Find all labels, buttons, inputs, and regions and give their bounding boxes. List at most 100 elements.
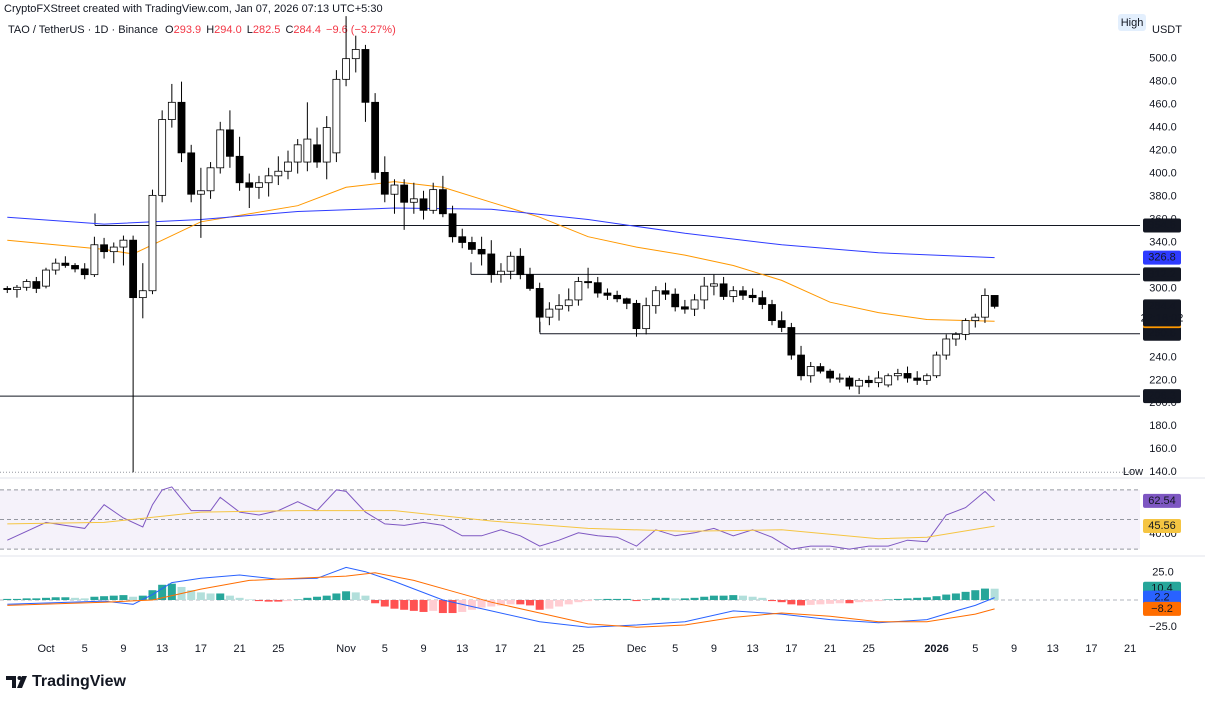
- candle-body: [971, 316, 980, 322]
- histogram-bar: [332, 593, 341, 600]
- y-tick-label: 480.0: [1149, 76, 1177, 88]
- candle-body: [651, 290, 660, 307]
- histogram-bar: [264, 600, 273, 602]
- y-tick-label: 240.0: [1149, 351, 1177, 363]
- rsi-line: [7, 486, 995, 550]
- x-tick-label: 9: [1011, 643, 1017, 655]
- histogram-bar: [651, 597, 660, 600]
- low-label: Low: [1123, 466, 1143, 478]
- candle-body: [138, 290, 147, 299]
- histogram-bar: [516, 600, 525, 605]
- histogram-bar: [787, 600, 796, 605]
- candle-body: [535, 288, 544, 318]
- histogram-bar: [342, 591, 351, 600]
- candle-body: [961, 320, 970, 335]
- candle-body: [438, 189, 447, 215]
- candle-body: [777, 320, 786, 328]
- x-tick-label: Dec: [627, 643, 647, 655]
- candle-body: [216, 129, 225, 169]
- candle-body: [719, 283, 728, 297]
- candle-body: [545, 308, 554, 318]
- histogram-bar: [361, 595, 370, 600]
- candle-body: [177, 101, 186, 154]
- candle-body: [913, 377, 922, 381]
- candle-body: [100, 244, 108, 253]
- x-tick-label: 17: [495, 643, 507, 655]
- x-tick-label: 9: [711, 643, 717, 655]
- histogram-bar: [371, 600, 380, 604]
- candle-body: [332, 78, 341, 154]
- histogram-bar: [680, 598, 689, 600]
- histogram-bar: [961, 591, 970, 600]
- candle-body: [768, 304, 776, 322]
- histogram-bar: [274, 600, 283, 602]
- candle-body: [845, 377, 854, 387]
- level-tag: 354.8: [1148, 219, 1176, 231]
- histogram-bar: [245, 599, 254, 600]
- histogram-bar: [913, 597, 922, 600]
- y-tick-label: 220.0: [1149, 374, 1177, 386]
- histogram-bar: [22, 598, 31, 600]
- x-tick-label: 25: [863, 643, 875, 655]
- histogram-bar: [748, 596, 757, 600]
- candle-body: [419, 198, 428, 211]
- histogram-bar: [806, 600, 815, 605]
- candle-body: [642, 305, 651, 330]
- histogram-bar: [293, 599, 302, 600]
- candle-body: [255, 182, 263, 188]
- histogram-bar: [438, 600, 447, 614]
- level-tag-bg: [1143, 218, 1181, 233]
- candle-body: [826, 370, 834, 379]
- macd-tag: 2.2: [1154, 592, 1169, 604]
- histogram-bar: [90, 596, 99, 600]
- histogram-bar: [458, 600, 467, 612]
- y-tick-label: 500.0: [1149, 53, 1177, 65]
- candle-body: [61, 262, 70, 266]
- candle-body: [303, 138, 312, 163]
- candle-body: [661, 290, 670, 295]
- x-tick-label: Nov: [336, 643, 356, 655]
- candle-body: [632, 302, 641, 330]
- histogram-bar: [884, 599, 893, 600]
- histogram-bar: [119, 595, 128, 600]
- x-tick-label: 5: [972, 643, 978, 655]
- candle-body: [526, 274, 534, 289]
- candle-body: [342, 58, 350, 80]
- candle-body: [206, 167, 215, 192]
- histogram-bar: [971, 590, 980, 600]
- macd-tag-bg: [1143, 601, 1181, 616]
- histogram-bar: [380, 600, 389, 607]
- histogram-bar: [690, 597, 699, 600]
- x-tick-label: 2026: [924, 643, 948, 655]
- histogram-bar: [80, 598, 89, 600]
- candle-body: [981, 295, 989, 318]
- header: CryptoFXStreet created with TradingView.…: [4, 3, 383, 15]
- histogram-bar: [632, 600, 641, 602]
- candle-body: [274, 170, 283, 177]
- ohlc-value: 284.4: [293, 24, 321, 36]
- histogram-bar: [216, 593, 225, 600]
- candle-body: [264, 175, 273, 184]
- candle-body: [806, 366, 815, 377]
- candle-body: [3, 288, 12, 290]
- histogram-bar: [167, 583, 176, 600]
- candle-body: [458, 236, 467, 243]
- histogram-bar: [990, 588, 999, 600]
- x-tick-label: 5: [382, 643, 388, 655]
- candle-body: [942, 338, 951, 356]
- histogram-bar: [61, 597, 70, 600]
- rsi-tag: 45.56: [1148, 520, 1176, 532]
- candle-body: [864, 379, 873, 384]
- histogram-bar: [729, 595, 738, 600]
- histogram-bar: [855, 600, 864, 603]
- moving-average: [7, 207, 995, 259]
- candle-body: [390, 184, 399, 195]
- candle-body: [884, 375, 893, 386]
- candle-body: [816, 366, 825, 372]
- candle-body: [51, 262, 60, 271]
- histogram-bar: [564, 600, 573, 605]
- histogram-bar: [51, 597, 60, 600]
- macd-line: [7, 566, 995, 628]
- histogram-bar: [477, 600, 486, 608]
- candle-body: [990, 295, 999, 307]
